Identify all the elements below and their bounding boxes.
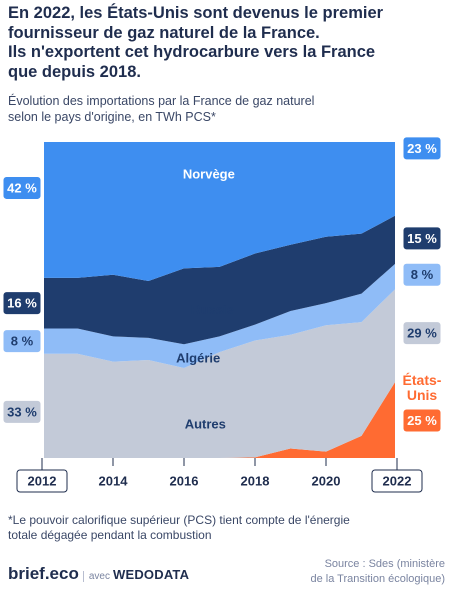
subtitle-line: selon le pays d'origine, en TWh PCS* — [8, 110, 216, 124]
series-label-etats-unis: Unis — [407, 387, 438, 403]
year-line-layer — [40, 140, 399, 466]
title-line: que depuis 2018. — [8, 62, 141, 81]
brand-avec: avec — [82, 571, 110, 582]
pct-2012-algerie: 8 % — [11, 334, 34, 349]
pct-2022-russie-box — [403, 227, 441, 250]
area-russie — [42, 214, 397, 345]
pct-2022-norvege-box — [403, 137, 441, 160]
pct-2012-russie: 16 % — [7, 296, 37, 311]
x-axis: 2012 2014 2016 2018 2020 2022 — [16, 458, 423, 493]
wedodata-logo: WEDODATA — [112, 567, 190, 582]
series-label-autres: Autres — [185, 416, 226, 431]
brief-eco-logo: brief.eco — [8, 564, 79, 583]
pct-2022-algerie: 8 % — [411, 267, 434, 282]
footnote-line: totale dégagée pendant la combustion — [8, 528, 212, 542]
label-layer: Norvège Russie Algérie Autres 42 % 16 % 8 % 33 … — [3, 137, 442, 432]
area-etats_unis — [42, 379, 397, 458]
subtitle-line: Évolution des importations par la France… — [8, 94, 315, 108]
chart-title: En 2022, les États-Unis sont devenus le … — [8, 4, 454, 82]
area-norvege — [42, 142, 397, 282]
area-autres — [42, 287, 397, 458]
pct-2022-norvege: 23 % — [407, 141, 437, 156]
x-tick-label-2012: 2012 — [28, 473, 57, 488]
source-line: Source : Sdes (ministère — [324, 558, 445, 570]
stacked-area-chart: Norvège Russie Algérie Autres 42 % 16 % 8 % 33 … — [3, 137, 442, 493]
pct-2022-algerie-box — [403, 263, 441, 286]
x-tick-label-2018: 2018 — [241, 473, 270, 488]
pct-2022-russie: 15 % — [407, 231, 437, 246]
pct-2022-autres: 29 % — [407, 326, 437, 341]
chart-subtitle: Évolution des importations par la France… — [8, 93, 454, 125]
pct-2012-norvege: 42 % — [7, 180, 37, 195]
title-line: fournisseur de gaz naturel de la France. — [8, 23, 320, 42]
series-label-norvege: Norvège — [183, 167, 235, 182]
pct-2022-etats_unis-box — [403, 409, 441, 432]
footnote: *Le pouvoir calorifique supérieur (PCS) … — [8, 513, 454, 543]
pct-2012-algerie-box — [3, 330, 41, 353]
brand-block: brief.eco avec WEDODATA — [8, 564, 189, 584]
area-algerie — [42, 262, 397, 368]
series-label-etats-unis: États- — [403, 372, 442, 388]
area-layer — [42, 142, 397, 458]
source-line: de la Transition écologique) — [310, 572, 445, 585]
pct-2012-autres-box — [3, 400, 41, 423]
title-line: Ils n'exportent cet hydrocarbure vers la… — [8, 43, 376, 61]
pct-2012-russie-box — [3, 292, 41, 315]
pct-2022-etats_unis: 25 % — [407, 413, 437, 428]
x-tick-label-2014: 2014 — [99, 473, 129, 488]
x-tick-label-2020: 2020 — [312, 473, 341, 488]
series-label-algerie: Algérie — [176, 351, 220, 366]
pct-2012-autres: 33 % — [7, 404, 37, 419]
pct-2012-norvege-box — [3, 176, 41, 199]
pct-2022-autres-box — [403, 322, 441, 345]
footnote-line: *Le pouvoir calorifique supérieur (PCS) … — [8, 513, 350, 527]
title-line: En 2022, les États-Unis sont devenus le … — [8, 4, 384, 22]
x-tick-label-2022: 2022 — [383, 473, 412, 488]
x-tick-label-2016: 2016 — [170, 473, 199, 488]
source-note: Source : Sdes (ministère de la Transitio… — [310, 557, 445, 586]
series-label-russie: Russie — [191, 302, 234, 317]
